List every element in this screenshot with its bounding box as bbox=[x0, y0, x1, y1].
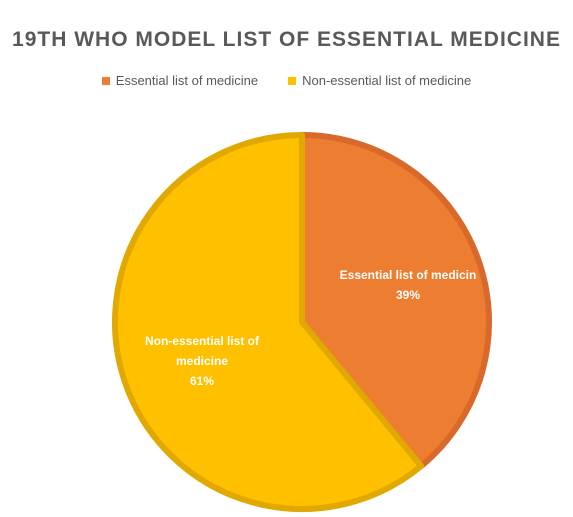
legend-swatch-non-essential bbox=[288, 76, 297, 85]
legend-label-non-essential: Non-essential list of medicine bbox=[302, 73, 472, 88]
legend-swatch-essential bbox=[101, 76, 110, 85]
pie-slice-non-essential-list-of-medicine[interactable] bbox=[112, 132, 425, 512]
chart-title: 19TH WHO MODEL LIST OF ESSENTIAL MEDICIN… bbox=[12, 28, 561, 51]
pie-slice-essential-list-of-medicine[interactable] bbox=[299, 132, 492, 470]
slice-label-essential-list-of-medicine: Essential list of medicin 39% bbox=[340, 268, 477, 302]
slice-label-non-essential-list-of-medicine: Non-essential list of medicine 61% bbox=[145, 334, 260, 388]
legend-item-essential[interactable]: Essential list of medicine bbox=[101, 73, 259, 88]
legend-label-essential: Essential list of medicine bbox=[115, 73, 259, 88]
chart-legend: Essential list of medicine Non-essential… bbox=[0, 73, 573, 88]
legend-item-non-essential[interactable]: Non-essential list of medicine bbox=[288, 73, 471, 88]
